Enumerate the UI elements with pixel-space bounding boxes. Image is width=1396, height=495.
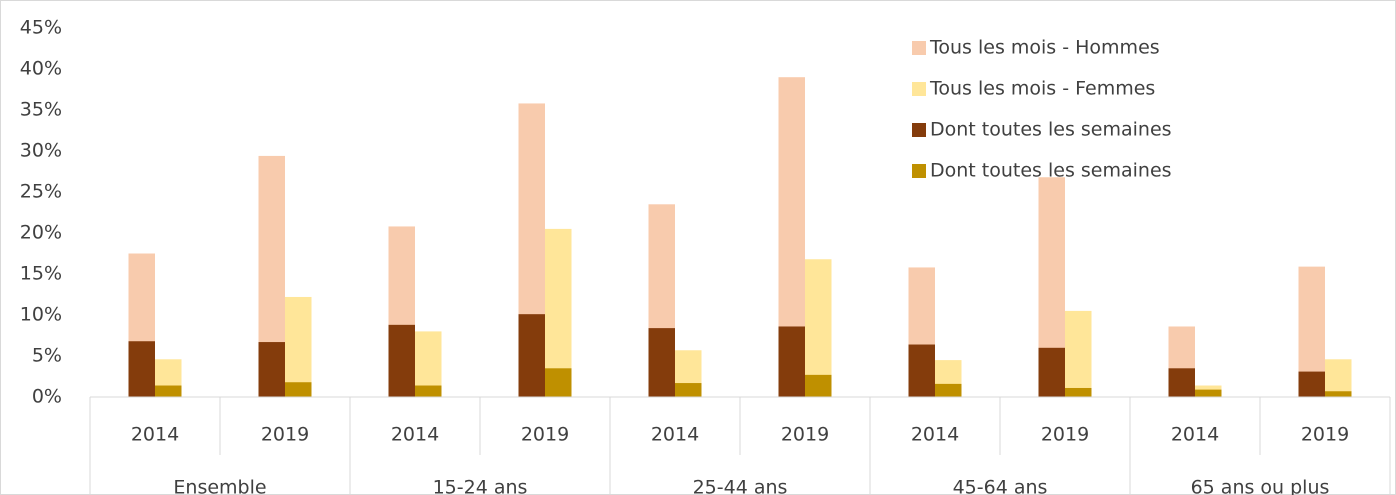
y-tick-label: 35% (20, 99, 62, 121)
y-tick-label: 25% (20, 181, 62, 203)
x-tick-label: 2019 (1301, 424, 1349, 446)
bar (1298, 371, 1325, 397)
group-label: 25-44 ans (693, 477, 788, 495)
y-tick-label: 5% (32, 345, 62, 367)
bar (1065, 310, 1092, 397)
bar (805, 259, 832, 397)
x-tick-label: 2019 (261, 424, 309, 446)
x-tick-label: 2014 (911, 424, 959, 446)
bar (388, 324, 415, 397)
x-tick-label: 2014 (651, 424, 699, 446)
bar (1325, 391, 1352, 397)
bar (935, 383, 962, 397)
legend-swatch (912, 164, 926, 178)
bar (128, 341, 155, 397)
legend-swatch (912, 41, 926, 55)
y-tick-label: 10% (20, 304, 62, 326)
x-tick-label: 2014 (391, 424, 439, 446)
bar (1038, 347, 1065, 397)
bar (155, 385, 182, 397)
y-tick-label: 20% (20, 222, 62, 244)
bar (1325, 359, 1352, 397)
bar (778, 326, 805, 397)
bar (415, 385, 442, 397)
bar (805, 374, 832, 397)
group-label: 65 ans ou plus (1191, 477, 1330, 495)
group-label: Ensemble (173, 477, 266, 495)
bar (545, 368, 572, 397)
x-tick-label: 2014 (131, 424, 179, 446)
bar (908, 344, 935, 397)
legend-label: Tous les mois - Femmes (929, 78, 1155, 100)
x-tick-label: 2019 (1041, 424, 1089, 446)
y-tick-label: 0% (32, 386, 62, 408)
bar (285, 296, 312, 397)
x-tick-label: 2019 (521, 424, 569, 446)
bar (518, 314, 545, 397)
group-label: 45-64 ans (953, 477, 1048, 495)
legend-label: Dont toutes les semaines (930, 119, 1172, 141)
group-label: 15-24 ans (433, 477, 528, 495)
bar (648, 328, 675, 397)
bar (258, 342, 285, 397)
bar (1168, 368, 1195, 397)
y-tick-label: 45% (20, 17, 62, 39)
legend-label: Dont toutes les semaines (930, 160, 1172, 182)
bar (1195, 389, 1222, 397)
y-tick-label: 30% (20, 140, 62, 162)
legend-swatch (912, 82, 926, 96)
x-tick-label: 2019 (781, 424, 829, 446)
legend-label: Tous les mois - Hommes (929, 37, 1160, 59)
bar (285, 382, 312, 397)
bar (675, 383, 702, 397)
bar (1065, 387, 1092, 397)
y-tick-label: 15% (20, 263, 62, 285)
x-tick-label: 2014 (1171, 424, 1219, 446)
y-tick-label: 40% (20, 58, 62, 80)
legend-swatch (912, 123, 926, 137)
